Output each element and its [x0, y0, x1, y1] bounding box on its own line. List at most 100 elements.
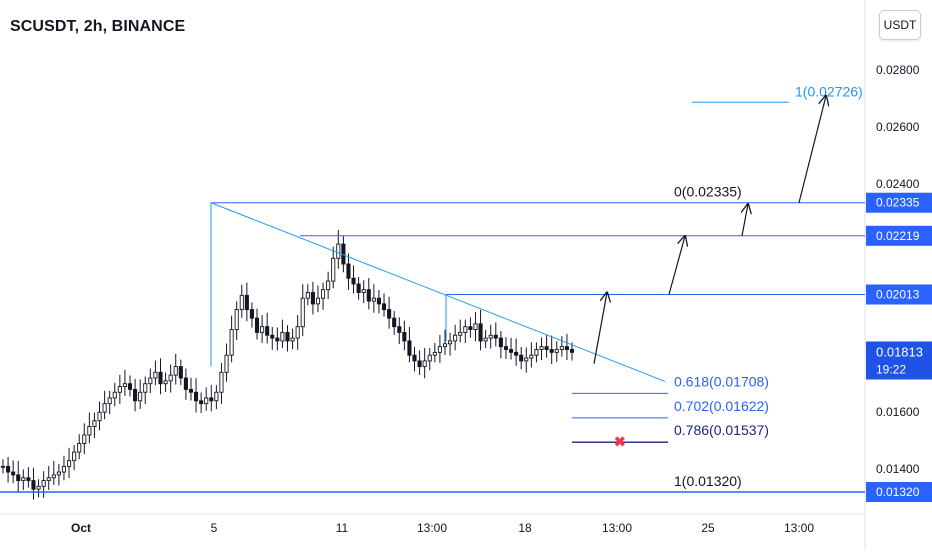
candle-body [219, 371, 224, 393]
fib-label-target: 1(0.02726) [795, 83, 863, 99]
candle-body [183, 377, 188, 390]
candle-body [173, 366, 178, 376]
candle-body [544, 346, 549, 350]
candle-body [127, 383, 133, 390]
candle-body [56, 471, 61, 476]
y-tick-label: 0.01600 [876, 405, 920, 419]
candle-body [66, 460, 72, 467]
price-tag-2: 0.02013 [876, 287, 920, 301]
candle-body [524, 357, 529, 362]
candle-body [265, 326, 270, 336]
candle-body [422, 360, 427, 368]
candle-body [529, 354, 534, 359]
x-tick-label: 25 [701, 521, 715, 535]
candle-body [503, 346, 509, 350]
candle-body [514, 351, 519, 356]
price-tag-bg [866, 284, 932, 305]
candle-body [432, 351, 437, 356]
stop-loss-marker: ✖ [614, 434, 626, 450]
candle-body [539, 346, 544, 350]
fib-label-4: 0.786(0.01537) [674, 422, 769, 438]
y-tick-label: 0.02400 [876, 177, 920, 191]
candle-body [488, 334, 493, 339]
candle-body [244, 294, 249, 311]
price-labels: 0.02335 0.02219 0.02013 0.01320 0.01813 19:22 [866, 192, 932, 502]
candle-body [234, 309, 239, 331]
candle-body [168, 374, 173, 382]
candle-body [549, 349, 554, 353]
candle-body [21, 477, 26, 482]
candle-body [300, 297, 305, 328]
candle-body [351, 277, 356, 285]
x-tick-label: 13:00 [417, 521, 447, 535]
candle-body [564, 346, 569, 350]
candle-body [437, 346, 442, 353]
candle-body [204, 397, 209, 405]
candle-body [158, 371, 163, 385]
candle-body [285, 331, 290, 342]
candle-body [534, 349, 539, 356]
candle-body [82, 434, 87, 445]
candle-body [133, 388, 138, 402]
candle-body [402, 331, 407, 342]
current-price-label: 0.01813 [876, 344, 923, 359]
candle-body [194, 391, 199, 402]
target-arrow-0 [593, 293, 607, 364]
target-arrow-2 [742, 204, 748, 236]
candle-body [442, 343, 448, 348]
candle-body [199, 400, 204, 405]
x-tick-label: Oct [71, 521, 91, 535]
x-tick-label: 11 [336, 521, 349, 535]
fib-label-bottom: 1(0.01320) [674, 473, 742, 489]
candle-body [36, 485, 41, 490]
candle-body [508, 349, 514, 353]
candle-body [376, 297, 381, 305]
candle-body [331, 257, 336, 282]
candle-body [214, 391, 219, 402]
candle-body [112, 391, 117, 399]
fib-label-2: 0.618(0.01708) [674, 373, 769, 389]
fib-label-3: 0.702(0.01622) [674, 398, 769, 414]
candle-body [224, 354, 229, 373]
price-tag-bg [866, 482, 932, 502]
candle-body [61, 465, 67, 473]
candle-body [468, 326, 473, 331]
candle-body [458, 331, 463, 336]
y-tick-label: 0.02800 [876, 63, 920, 77]
candle-body [473, 323, 478, 331]
candle-body [493, 334, 498, 339]
currency-button[interactable]: USDT [879, 10, 921, 40]
candle-body [361, 289, 366, 293]
candle-body [92, 420, 97, 427]
price-tag-bg [866, 225, 932, 246]
fib-label-0: 0(0.02335) [674, 184, 742, 200]
candle-body [463, 326, 468, 333]
candle-body [46, 477, 51, 482]
drawings: 1(0.02726) 0(0.02335) 0.618(0.01708) 0.702(… [0, 83, 865, 493]
candle-body [336, 243, 341, 259]
candle-body [153, 371, 158, 379]
candle-body [41, 480, 46, 487]
candle-body [366, 289, 371, 302]
candle-body [290, 337, 295, 342]
candle-body [275, 337, 280, 342]
candle-body [239, 294, 244, 311]
candle-body [117, 386, 122, 393]
candle-body [138, 391, 143, 402]
candle-body [72, 451, 77, 462]
candle-body [0, 465, 6, 468]
x-tick-label: 13:00 [602, 521, 632, 535]
candle-body [26, 477, 31, 482]
x-tick-label: 13:00 [784, 521, 814, 535]
candle-body [387, 309, 392, 319]
candle-body [346, 263, 351, 279]
x-tick-label: 5 [211, 521, 218, 535]
candle-body [448, 340, 453, 345]
candle-body [417, 360, 422, 368]
candle-body [371, 297, 376, 302]
candle-body [51, 474, 56, 479]
candle-body [97, 411, 102, 422]
candle-body [249, 309, 254, 319]
